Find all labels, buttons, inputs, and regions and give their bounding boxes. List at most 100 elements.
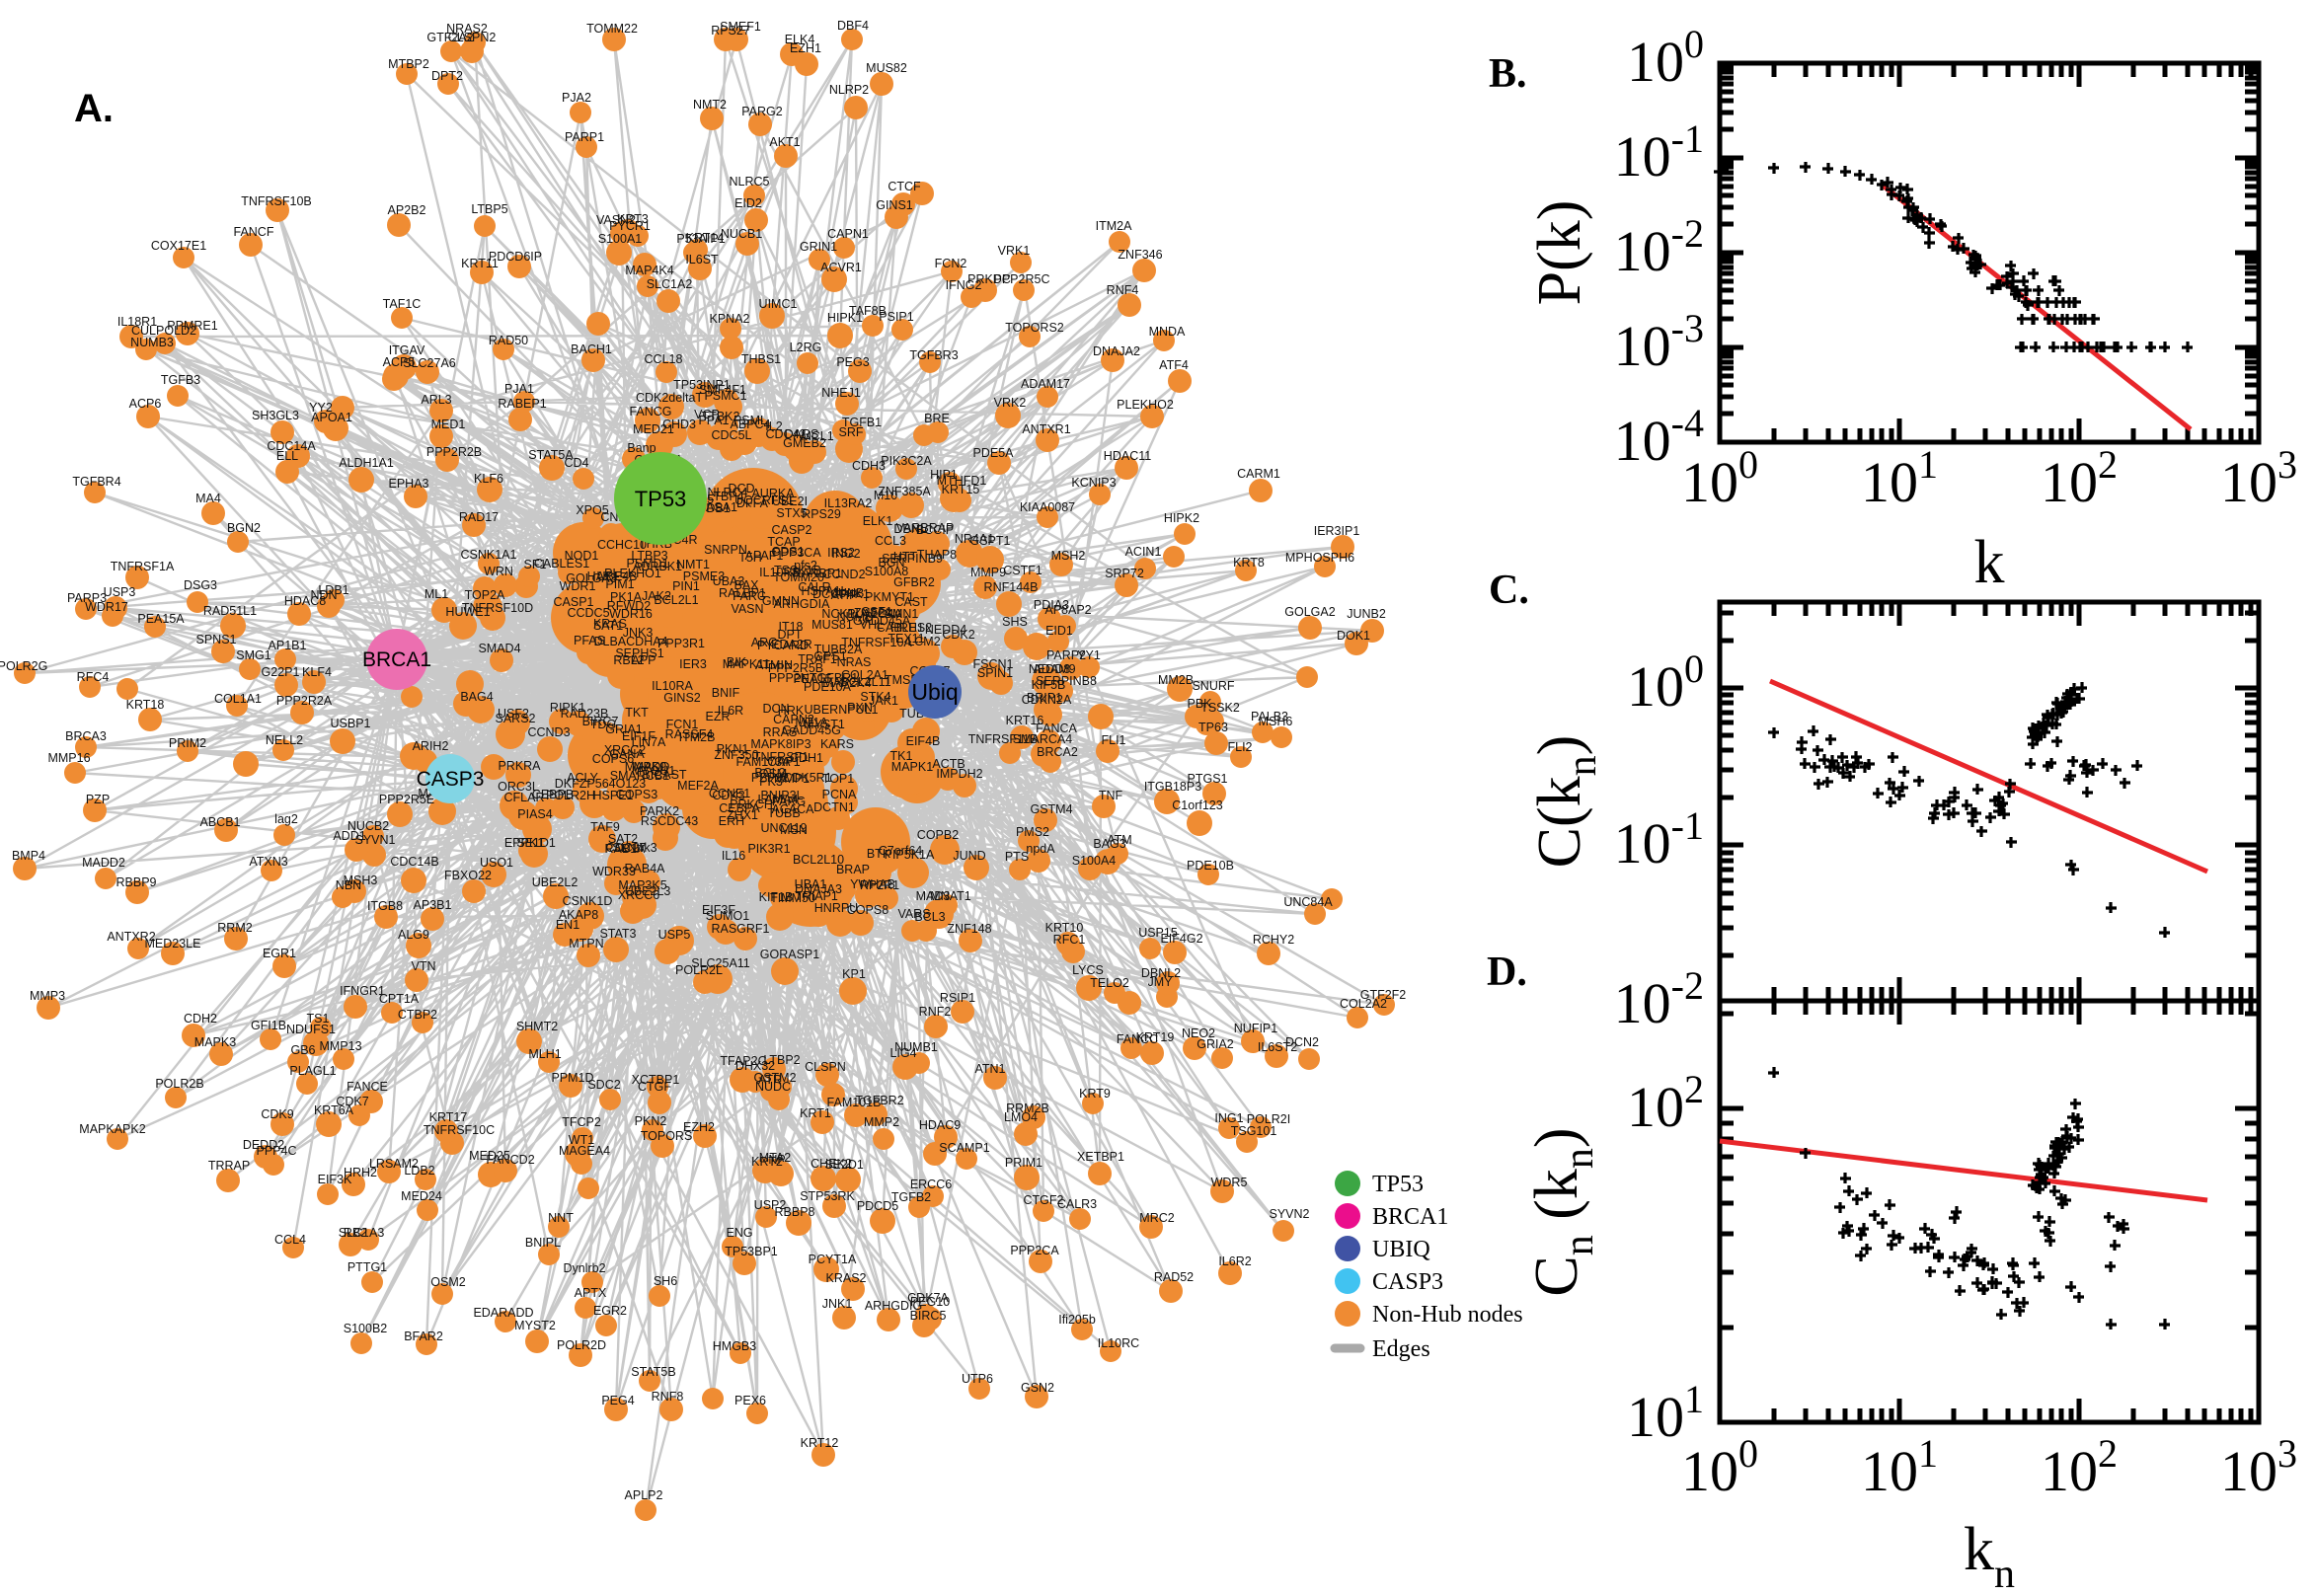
svg-text:RNF2: RNF2	[919, 1005, 952, 1019]
svg-text:RRM2: RRM2	[217, 921, 252, 935]
svg-text:BNIP3L: BNIP3L	[760, 789, 803, 802]
svg-text:GPS1: GPS1	[813, 649, 846, 663]
svg-text:HAX1: HAX1	[587, 570, 620, 583]
svg-text:PPM1D: PPM1D	[551, 1071, 593, 1085]
svg-text:CABLES1: CABLES1	[534, 557, 589, 570]
svg-text:BRCA2: BRCA2	[1037, 745, 1078, 759]
svg-text:GSTM4: GSTM4	[1030, 802, 1072, 816]
svg-text:CDK2: CDK2	[942, 628, 974, 642]
svg-text:UBIQ: UBIQ	[1372, 1237, 1430, 1262]
svg-text:NUFIP1: NUFIP1	[1234, 1022, 1278, 1035]
svg-text:PARP3: PARP3	[67, 591, 107, 605]
svg-text:PEG10: PEG10	[910, 1295, 950, 1309]
svg-text:CLSPN: CLSPN	[805, 1060, 846, 1074]
svg-text:KRT6A: KRT6A	[314, 1103, 354, 1117]
svg-text:SAT1: SAT1	[593, 619, 623, 633]
svg-text:PARP1: PARP1	[565, 130, 604, 144]
svg-text:STX5: STX5	[776, 506, 807, 520]
svg-text:PPP4C: PPP4C	[257, 1144, 297, 1158]
svg-text:COL2A1: COL2A1	[841, 668, 888, 682]
svg-text:NUDC: NUDC	[755, 1080, 791, 1094]
svg-text:TAF8B: TAF8B	[849, 304, 887, 318]
svg-text:UBE2I: UBE2I	[772, 494, 808, 508]
svg-text:BIK: BIK	[727, 655, 747, 669]
svg-text:PPMRE1: PPMRE1	[167, 319, 217, 333]
svg-text:DCTN1: DCTN1	[813, 800, 855, 814]
svg-text:COL2A2: COL2A2	[1340, 997, 1387, 1011]
svg-text:FANCD2: FANCD2	[486, 1153, 534, 1167]
svg-text:PDE10B: PDE10B	[1187, 859, 1234, 873]
svg-text:EDA2R: EDA2R	[771, 638, 812, 651]
svg-text:USF2: USF2	[498, 707, 529, 721]
svg-text:MAGEA4: MAGEA4	[559, 1144, 610, 1158]
svg-text:KRT1: KRT1	[800, 1106, 831, 1120]
svg-text:TOPORS: TOPORS	[641, 1129, 693, 1143]
svg-text:MUS82: MUS82	[866, 61, 907, 75]
svg-text:NUMB3: NUMB3	[130, 336, 174, 349]
svg-text:PMS2: PMS2	[1016, 825, 1049, 839]
svg-text:TK1: TK1	[890, 749, 913, 763]
svg-text:CDK5R1: CDK5R1	[783, 771, 831, 785]
svg-text:MSH3: MSH3	[344, 874, 378, 887]
svg-text:DEDD2: DEDD2	[243, 1138, 284, 1152]
svg-text:RBL2: RBL2	[613, 653, 644, 667]
svg-text:TNFRSF1: TNFRSF1	[753, 750, 809, 764]
svg-text:ARL3: ARL3	[421, 393, 451, 407]
svg-text:POLR2B: POLR2B	[155, 1077, 203, 1091]
svg-text:CARM1: CARM1	[1237, 467, 1280, 481]
svg-text:EID2: EID2	[734, 196, 762, 210]
svg-text:BRIP1: BRIP1	[1027, 691, 1062, 705]
svg-text:XETBP1: XETBP1	[1077, 1150, 1124, 1164]
svg-text:SPNS1: SPNS1	[196, 633, 237, 646]
svg-text:USP15: USP15	[1138, 926, 1178, 940]
svg-text:KRT11: KRT11	[461, 257, 499, 270]
svg-text:KRT2: KRT2	[751, 1155, 783, 1169]
svg-text:MCL1: MCL1	[801, 429, 833, 443]
svg-text:KRT15: KRT15	[942, 483, 980, 496]
svg-text:SRF: SRF	[839, 425, 864, 439]
svg-text:ZNF24: ZNF24	[854, 606, 891, 620]
svg-text:TNFRSF1A: TNFRSF1A	[111, 560, 175, 573]
svg-text:EPPK1: EPPK1	[504, 836, 544, 850]
svg-text:KRT18: KRT18	[126, 698, 165, 712]
svg-text:RIPK1: RIPK1	[550, 701, 585, 715]
svg-text:TSSK1B: TSSK1B	[774, 564, 821, 577]
svg-text:PSML: PSML	[733, 414, 767, 427]
svg-text:TDG: TDG	[590, 718, 616, 731]
svg-text:SAT2: SAT2	[608, 832, 638, 846]
svg-text:EPHA3: EPHA3	[389, 477, 429, 491]
svg-text:KCNIP3: KCNIP3	[1071, 476, 1116, 490]
svg-text:HUWE1: HUWE1	[445, 605, 490, 619]
svg-text:MMP9: MMP9	[970, 566, 1006, 579]
svg-text:DPT: DPT	[778, 628, 803, 642]
svg-text:LYCS: LYCS	[1072, 963, 1104, 977]
svg-text:PALB3: PALB3	[1251, 710, 1288, 723]
svg-text:BIRC5: BIRC5	[910, 1309, 947, 1323]
svg-text:MAP3K5: MAP3K5	[618, 878, 666, 892]
svg-text:VRK2: VRK2	[994, 396, 1027, 410]
svg-text:HRH1: HRH1	[890, 621, 924, 635]
svg-text:APLP2: APLP2	[625, 1488, 663, 1502]
svg-text:XCTBP1: XCTBP1	[632, 1073, 680, 1087]
svg-text:RB2: RB2	[344, 1226, 367, 1240]
svg-text:NOD1: NOD1	[565, 549, 599, 563]
svg-text:BNIPL: BNIPL	[525, 1236, 561, 1250]
svg-text:RASGRF1: RASGRF1	[711, 922, 769, 936]
svg-text:NEO2: NEO2	[1182, 1026, 1215, 1040]
svg-text:IL10RC: IL10RC	[1098, 1336, 1139, 1350]
svg-text:MA4: MA4	[195, 492, 221, 505]
svg-text:HRH2: HRH2	[344, 1166, 377, 1179]
svg-text:SE2D1: SE2D1	[824, 1158, 864, 1172]
svg-text:ZNF385A: ZNF385A	[878, 485, 931, 498]
svg-text:PEG4: PEG4	[601, 1394, 634, 1407]
svg-text:TUBB2A: TUBB2A	[814, 643, 863, 656]
svg-text:OAP1: OAP1	[767, 755, 800, 769]
svg-text:JMY: JMY	[1148, 975, 1174, 989]
svg-text:CDK9: CDK9	[261, 1107, 293, 1121]
svg-text:BRCA1: BRCA1	[362, 648, 431, 671]
svg-text:COPS8: COPS8	[847, 903, 888, 917]
svg-text:EIF1F: EIF1F	[622, 729, 656, 743]
svg-text:BNIF: BNIF	[712, 686, 740, 700]
svg-text:RFC1: RFC1	[1053, 933, 1086, 947]
svg-text:IL13RA2: IL13RA2	[824, 496, 873, 510]
